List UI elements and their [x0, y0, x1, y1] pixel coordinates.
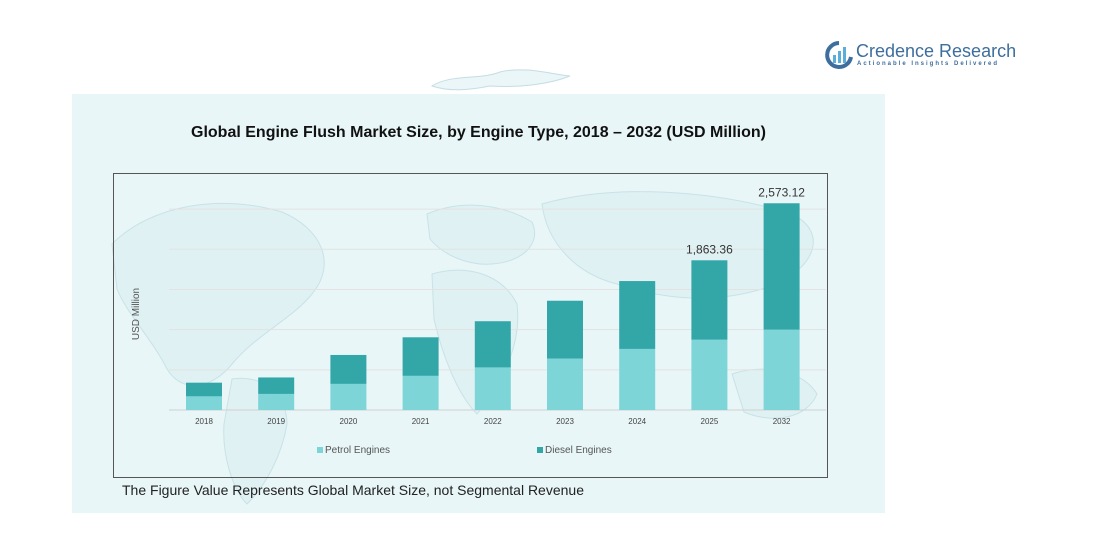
bar-diesel-2025 — [691, 260, 728, 340]
legend-label-diesel: Diesel Engines — [545, 445, 612, 456]
x-tick-label: 2024 — [628, 417, 646, 426]
bar-petrol-2018 — [186, 396, 222, 410]
stacked-bar-chart: 2018 2019 2020 2021 2022 2023 2024 2025 1,863.36… — [131, 185, 826, 456]
y-axis-label: USD Million — [131, 288, 142, 340]
x-tick-label: 2025 — [701, 417, 719, 426]
legend-label-petrol: Petrol Engines — [325, 445, 390, 456]
chart-plot-area: 2018 2019 2020 2021 2022 2023 2024 2025 1,863.36… — [113, 173, 828, 478]
bar-diesel-2020 — [330, 354, 367, 384]
x-tick-label: 2020 — [340, 417, 358, 426]
bar-petrol-2025 — [691, 339, 728, 410]
x-tick-label: 2021 — [412, 417, 430, 426]
bar-diesel-2018 — [186, 382, 222, 397]
brand-tagline: Actionable Insights Delivered — [857, 61, 1000, 67]
footnote: The Figure Value Represents Global Marke… — [122, 482, 584, 498]
x-tick-label: 2019 — [267, 417, 285, 426]
chart-panel: Global Engine Flush Market Size, by Engi… — [72, 94, 885, 513]
bar-diesel-2019 — [258, 377, 295, 394]
logo-chart-icon — [825, 41, 853, 69]
brand-logo: Credence Research Actionable Insights De… — [824, 40, 1017, 74]
x-tick-label: 2022 — [484, 417, 502, 426]
legend-swatch-petrol — [317, 447, 323, 453]
bar-petrol-2022 — [474, 367, 511, 410]
bar-petrol-2021 — [402, 375, 439, 410]
x-tick-label: 2032 — [773, 417, 791, 426]
bar-petrol-2020 — [330, 383, 367, 410]
x-tick-label: 2018 — [195, 417, 213, 426]
bar-petrol-2032 — [763, 329, 800, 410]
bar-petrol-2023 — [547, 358, 583, 410]
bar-petrol-2024 — [619, 348, 656, 410]
chart-title: Global Engine Flush Market Size, by Engi… — [191, 124, 766, 141]
bar-diesel-2022 — [474, 321, 511, 368]
bar-diesel-2023 — [547, 300, 583, 359]
data-label-2025: 1,863.36 — [686, 242, 733, 256]
data-label-2032: 2,573.12 — [758, 185, 805, 199]
x-tick-label: 2023 — [556, 417, 574, 426]
map-fragment-decoration — [430, 69, 571, 91]
bar-diesel-2021 — [402, 337, 439, 376]
bar-diesel-2024 — [619, 281, 656, 349]
bar-diesel-2032 — [763, 203, 800, 330]
brand-name: Credence Research — [856, 41, 1017, 61]
bar-petrol-2019 — [258, 393, 295, 410]
legend-swatch-diesel — [537, 447, 543, 453]
